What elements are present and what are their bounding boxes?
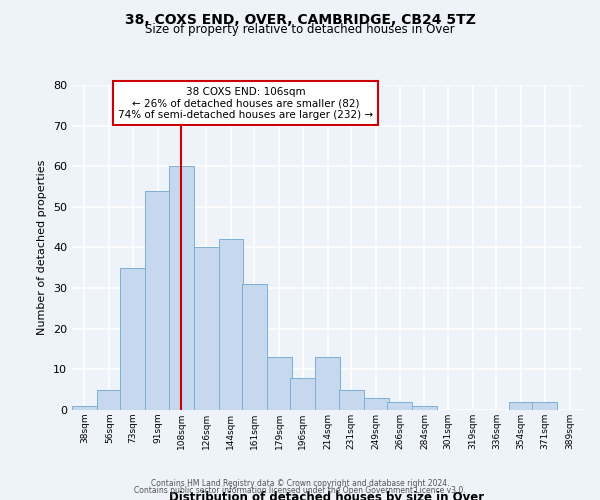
Bar — [194, 248, 218, 410]
Text: Contains HM Land Registry data © Crown copyright and database right 2024.: Contains HM Land Registry data © Crown c… — [151, 478, 449, 488]
Bar — [290, 378, 315, 410]
Bar — [509, 402, 533, 410]
Bar — [364, 398, 389, 410]
Bar — [97, 390, 122, 410]
Bar — [315, 357, 340, 410]
Bar — [242, 284, 267, 410]
Text: Contains public sector information licensed under the Open Government Licence v3: Contains public sector information licen… — [134, 486, 466, 495]
Bar — [387, 402, 412, 410]
Y-axis label: Number of detached properties: Number of detached properties — [37, 160, 47, 335]
Bar — [145, 190, 170, 410]
Bar — [72, 406, 97, 410]
Bar — [121, 268, 145, 410]
Bar — [412, 406, 437, 410]
Bar — [532, 402, 557, 410]
Text: 38 COXS END: 106sqm
← 26% of detached houses are smaller (82)
74% of semi-detach: 38 COXS END: 106sqm ← 26% of detached ho… — [118, 86, 373, 120]
Text: 38, COXS END, OVER, CAMBRIDGE, CB24 5TZ: 38, COXS END, OVER, CAMBRIDGE, CB24 5TZ — [125, 12, 475, 26]
X-axis label: Distribution of detached houses by size in Over: Distribution of detached houses by size … — [169, 491, 485, 500]
Text: Size of property relative to detached houses in Over: Size of property relative to detached ho… — [145, 22, 455, 36]
Bar — [339, 390, 364, 410]
Bar — [218, 240, 244, 410]
Bar — [169, 166, 194, 410]
Bar — [267, 357, 292, 410]
